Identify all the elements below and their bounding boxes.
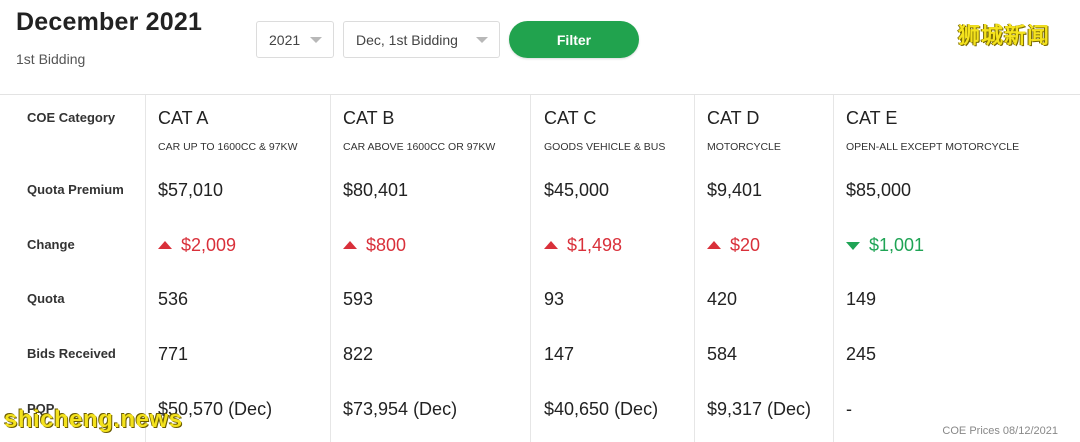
page-header: December 2021 1st Bidding 2021 Dec, 1st … (0, 0, 1080, 95)
premium-change: $20 (707, 235, 760, 256)
triangle-up-icon (707, 240, 721, 249)
pqp-value: $40,650 (Dec) (544, 399, 659, 419)
bidding-select-value: Dec, 1st Bidding (356, 31, 458, 48)
premium-change-value: $20 (730, 235, 761, 255)
page-subtitle: 1st Bidding (16, 51, 86, 67)
chevron-down-icon (476, 37, 488, 43)
quota-value: 593 (343, 289, 374, 309)
quota-premium: $9,401 (707, 180, 763, 200)
premium-change: $2,009 (158, 235, 236, 256)
watermark-logo-top: 狮城新闻 (958, 23, 1051, 48)
premium-change: $1,001 (846, 235, 924, 256)
row-label-change: Change (27, 237, 75, 252)
column-divider (833, 95, 834, 442)
category-column-e: CAT E OPEN-ALL EXCEPT MOTORCYCLE $85,000… (846, 95, 1071, 442)
row-label-category: COE Category (27, 110, 116, 125)
category-description: OPEN-ALL EXCEPT MOTORCYCLE (846, 141, 1020, 153)
year-select-value: 2021 (269, 31, 301, 48)
row-label-pqp: PQP (27, 401, 55, 416)
column-divider (330, 95, 331, 442)
bids-received: 584 (707, 344, 738, 364)
category-description: GOODS VEHICLE & BUS (544, 141, 666, 153)
triangle-up-icon (343, 240, 357, 249)
quota-value: 149 (846, 289, 877, 309)
coe-results-table: COE Category Quota Premium Change Quota … (0, 95, 1080, 442)
triangle-up-icon (158, 240, 172, 249)
pqp-value: $73,954 (Dec) (343, 399, 458, 419)
category-description: CAR UP TO 1600CC & 97KW (158, 141, 298, 153)
quota-premium: $80,401 (343, 180, 409, 200)
quota-value: 420 (707, 289, 738, 309)
chevron-down-icon (310, 37, 322, 43)
category-column-a: CAT A CAR UP TO 1600CC & 97KW $57,010 $2… (158, 95, 330, 442)
pqp-value: - (846, 399, 852, 419)
bids-received: 245 (846, 344, 877, 364)
row-label-bids: Bids Received (27, 346, 116, 361)
watermark-logo-bottom: shicheng.news (4, 406, 183, 433)
triangle-up-icon (544, 240, 558, 249)
bids-received: 771 (158, 344, 189, 364)
quota-premium: $45,000 (544, 180, 610, 200)
bidding-select[interactable]: Dec, 1st Bidding (343, 21, 500, 58)
page-title: December 2021 (16, 8, 203, 36)
category-name: CAT C (544, 108, 597, 128)
premium-change-value: $1,001 (869, 235, 925, 255)
filter-button[interactable]: Filter (509, 21, 639, 58)
premium-change-value: $800 (366, 235, 407, 255)
row-label-column: COE Category Quota Premium Change Quota … (0, 95, 145, 442)
category-name: CAT A (158, 108, 209, 128)
quota-value: 93 (544, 289, 565, 309)
row-label-quota: Quota (27, 291, 65, 306)
premium-change: $1,498 (544, 235, 622, 256)
premium-change: $800 (343, 235, 406, 256)
quota-premium: $85,000 (846, 180, 912, 200)
category-column-c: CAT C GOODS VEHICLE & BUS $45,000 $1,498… (544, 95, 694, 442)
footer-note: COE Prices 08/12/2021 (942, 425, 1058, 437)
column-divider (530, 95, 531, 442)
category-description: CAR ABOVE 1600CC OR 97KW (343, 141, 496, 153)
column-divider (694, 95, 695, 442)
category-column-d: CAT D MOTORCYCLE $9,401 $20 420 584 $9,3… (707, 95, 832, 442)
column-divider (145, 95, 146, 442)
category-column-b: CAT B CAR ABOVE 1600CC OR 97KW $80,401 $… (343, 95, 529, 442)
year-select[interactable]: 2021 (256, 21, 334, 58)
premium-change-value: $1,498 (567, 235, 623, 255)
category-name: CAT D (707, 108, 760, 128)
category-name: CAT B (343, 108, 395, 128)
category-name: CAT E (846, 108, 898, 128)
row-label-premium: Quota Premium (27, 182, 124, 197)
header-divider (0, 94, 1080, 95)
bids-received: 822 (343, 344, 374, 364)
bids-received: 147 (544, 344, 575, 364)
premium-change-value: $2,009 (181, 235, 237, 255)
quota-premium: $57,010 (158, 180, 224, 200)
quota-value: 536 (158, 289, 189, 309)
pqp-value: $50,570 (Dec) (158, 399, 273, 419)
category-description: MOTORCYCLE (707, 141, 781, 153)
triangle-down-icon (846, 241, 860, 250)
pqp-value: $9,317 (Dec) (707, 399, 812, 419)
